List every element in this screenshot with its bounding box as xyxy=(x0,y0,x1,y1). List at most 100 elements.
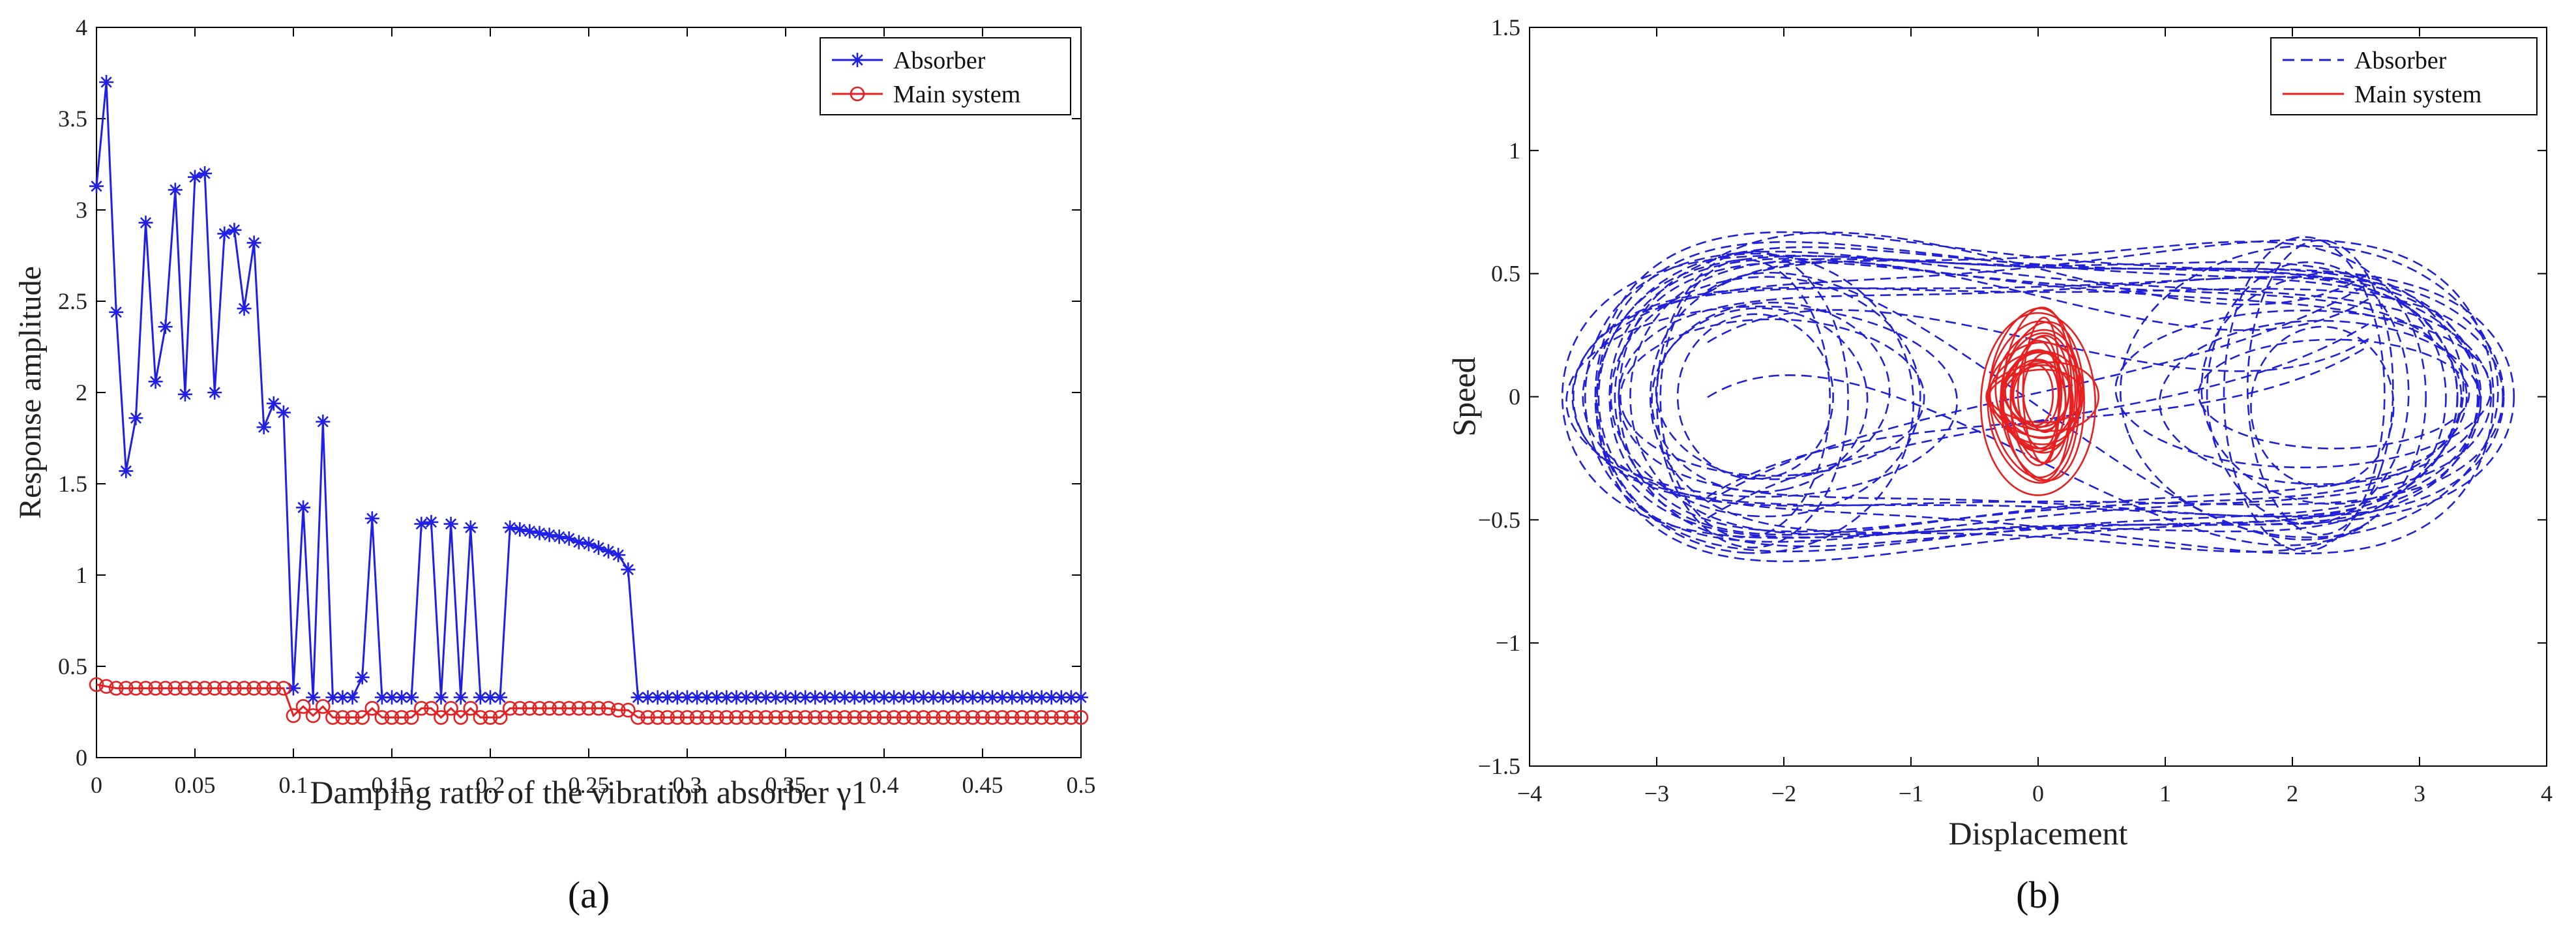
data-point-main-system xyxy=(876,710,892,725)
data-point-main-system xyxy=(374,710,390,725)
absorber-transition xyxy=(1707,323,2369,519)
data-point-absorber xyxy=(700,690,715,705)
data-point-absorber xyxy=(808,690,823,705)
data-point-main-system xyxy=(866,710,882,725)
data-point-main-system xyxy=(216,681,232,696)
data-point-main-system xyxy=(975,710,990,725)
data-point-absorber xyxy=(926,690,941,705)
data-point-absorber xyxy=(778,690,793,705)
y-axis-label: Speed xyxy=(1445,357,1482,436)
data-point-absorber xyxy=(266,396,281,411)
data-point-absorber xyxy=(276,405,291,420)
legend-label-1: Main system xyxy=(2354,81,2481,108)
y-tick-label: 0.5 xyxy=(58,653,87,679)
absorber-well-orbit xyxy=(1655,250,1849,549)
data-point-main-system xyxy=(1044,710,1059,725)
data-point-main-system xyxy=(522,701,537,716)
plot-frame xyxy=(1529,27,2547,767)
x-tick-label: 0.2 xyxy=(476,772,505,798)
x-axis-label: Displacement xyxy=(1949,815,2128,852)
data-point-absorber xyxy=(355,670,370,685)
data-point-main-system xyxy=(660,710,675,725)
data-point-absorber xyxy=(916,690,931,705)
x-tick-label: 0.15 xyxy=(372,772,413,798)
absorber-well-orbit xyxy=(1595,252,1915,554)
main-system-orbit xyxy=(2011,360,2060,428)
main-system-orbit xyxy=(1987,320,2080,484)
data-point-main-system xyxy=(729,710,744,725)
data-point-main-system xyxy=(837,710,852,725)
data-point-main-system xyxy=(335,710,350,725)
data-point-absorber xyxy=(857,690,872,705)
data-point-main-system xyxy=(916,710,931,725)
data-point-absorber xyxy=(896,690,911,705)
x-tick-label: −2 xyxy=(1771,780,1796,807)
data-point-absorber xyxy=(217,226,232,241)
data-point-absorber xyxy=(99,75,114,89)
data-point-main-system xyxy=(621,702,636,718)
data-point-main-system xyxy=(1054,710,1069,725)
data-point-absorber xyxy=(119,464,134,479)
data-point-main-system xyxy=(926,710,941,725)
data-point-absorber xyxy=(965,690,980,705)
data-point-main-system xyxy=(246,681,261,696)
x-tick-label: 4 xyxy=(2541,780,2553,807)
y-tick-label: 3 xyxy=(76,197,87,223)
data-point-absorber xyxy=(1054,690,1069,705)
data-point-main-system xyxy=(413,701,429,716)
data-point-main-system xyxy=(502,701,518,716)
x-tick-label: −3 xyxy=(1644,780,1669,807)
data-point-main-system xyxy=(1034,710,1049,725)
data-point-absorber xyxy=(768,690,783,705)
data-point-absorber xyxy=(188,170,202,185)
data-point-absorber xyxy=(148,374,163,389)
data-point-absorber xyxy=(640,690,655,705)
data-point-absorber xyxy=(552,529,567,544)
data-point-main-system xyxy=(138,681,153,696)
absorber-orbit xyxy=(1572,286,2504,507)
data-point-main-system xyxy=(108,681,124,696)
data-point-main-system xyxy=(581,701,597,716)
data-point-main-system xyxy=(552,701,567,716)
absorber-well-orbit xyxy=(1676,313,1834,481)
x-tick-label: −4 xyxy=(1517,780,1542,807)
data-point-main-system xyxy=(561,701,577,716)
data-point-main-system xyxy=(847,710,862,725)
data-point-main-system xyxy=(1014,710,1029,725)
data-point-main-system xyxy=(610,702,626,718)
data-point-main-system xyxy=(512,701,527,716)
data-point-main-system xyxy=(315,699,331,714)
data-point-absorber xyxy=(660,690,675,705)
data-point-absorber xyxy=(227,222,242,237)
data-point-absorber xyxy=(582,537,596,552)
data-point-main-system xyxy=(404,710,419,725)
data-point-main-system xyxy=(748,710,763,725)
y-tick-label: 1 xyxy=(76,562,87,588)
data-point-main-system xyxy=(797,710,813,725)
data-point-absorber xyxy=(975,690,990,705)
data-point-absorber xyxy=(483,690,497,705)
data-point-main-system xyxy=(453,710,469,725)
data-point-absorber xyxy=(995,690,1010,705)
data-point-main-system xyxy=(345,710,360,725)
absorber-transition xyxy=(1707,231,2369,306)
y-tick-label: 1 xyxy=(1509,138,1520,164)
data-point-absorber xyxy=(345,690,360,705)
data-point-absorber xyxy=(424,514,439,529)
data-point-absorber xyxy=(847,690,862,705)
data-point-absorber xyxy=(385,690,399,705)
data-point-main-system xyxy=(384,710,400,725)
legend-label-0: Absorber xyxy=(893,47,986,74)
data-point-absorber xyxy=(1024,690,1039,705)
data-point-main-system xyxy=(434,710,449,725)
data-point-main-system xyxy=(1024,710,1039,725)
data-point-absorber xyxy=(601,544,616,559)
absorber-well-orbit xyxy=(2159,319,2482,485)
data-point-absorber xyxy=(955,690,970,705)
data-point-main-system xyxy=(719,710,734,725)
absorber-well-orbit xyxy=(1655,301,1891,481)
data-point-main-system xyxy=(778,710,793,725)
x-tick-label: 0 xyxy=(2032,780,2044,807)
data-point-main-system xyxy=(355,710,370,725)
y-tick-label: 4 xyxy=(76,14,87,40)
